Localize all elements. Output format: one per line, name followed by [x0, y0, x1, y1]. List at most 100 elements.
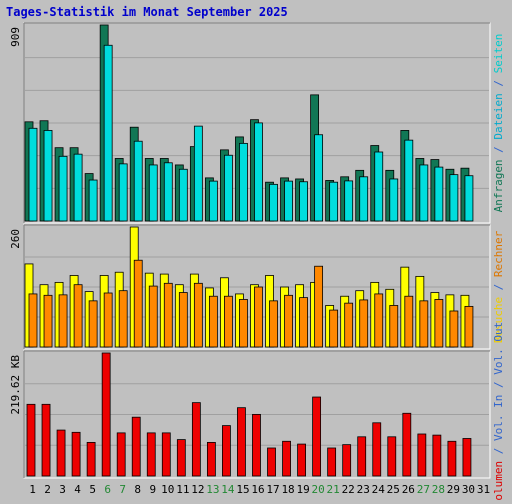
legend-part: / — [492, 277, 505, 297]
x-tick-label: 26 — [402, 483, 415, 496]
bar-rechner-day-19 — [299, 297, 308, 348]
bar-dateien-day-26 — [404, 139, 414, 222]
x-tick-label: 20 — [312, 483, 325, 496]
legend-part: Besuche — [492, 297, 505, 343]
bar-rechner-day-23 — [359, 299, 369, 348]
x-tick-label: 28 — [432, 483, 445, 496]
bar-dateien-day-24 — [374, 151, 384, 222]
x-tick-label: 2 — [44, 483, 51, 496]
bar-rechner-day-13 — [208, 295, 218, 348]
x-tick-label: 30 — [462, 483, 475, 496]
chart-title: Tages-Statistik im Monat September 2025 — [6, 5, 288, 19]
bar-rechner-day-4 — [73, 284, 83, 348]
bar-dateien-day-7 — [118, 163, 128, 222]
bar-rechner-day-27 — [419, 300, 429, 348]
bar-dateien-day-27 — [419, 164, 429, 222]
bar-volumen-day-17 — [267, 447, 276, 477]
bar-dateien-day-23 — [359, 176, 369, 222]
bar-rechner-day-12 — [193, 282, 203, 348]
x-tick-label: 4 — [74, 483, 81, 496]
bar-rechner-day-18 — [284, 294, 293, 348]
panels-layer: 909 Anfragen / Dateien / Seiten 260 Besuche… — [9, 22, 505, 504]
bar-dateien-day-14 — [224, 154, 233, 222]
x-tick-label: 12 — [191, 483, 204, 496]
bar-rechner-day-7 — [118, 290, 128, 348]
bar-volumen-day-7 — [116, 432, 126, 477]
bar-volumen-day-19 — [297, 443, 306, 477]
x-tick-label: 1 — [29, 483, 36, 496]
bar-rechner-day-8 — [133, 259, 143, 348]
bar-rechner-day-25 — [389, 305, 399, 348]
bar-rechner-day-2 — [43, 294, 53, 348]
panel-max-label: 909 — [9, 27, 22, 47]
bar-volumen-day-6 — [101, 352, 111, 477]
x-tick-label: 18 — [281, 483, 294, 496]
legend-part: Vol. Out — [492, 322, 505, 375]
x-tick-label: 5 — [89, 483, 96, 496]
x-tick-label: 9 — [149, 483, 156, 496]
bar-rechner-day-21 — [329, 309, 339, 348]
bar-dateien-day-6 — [103, 44, 113, 222]
bar-rechner-day-28 — [434, 299, 444, 348]
bar-rechner-day-29 — [449, 310, 459, 348]
bar-dateien-day-16 — [254, 122, 263, 222]
bar-dateien-day-8 — [133, 140, 143, 222]
bar-volumen-day-2 — [41, 403, 51, 477]
bar-volumen-day-24 — [372, 422, 382, 477]
legend-part: / — [492, 375, 505, 395]
x-tick-label: 14 — [221, 483, 235, 496]
bar-volumen-day-26 — [402, 412, 412, 477]
bar-dateien-day-3 — [58, 155, 68, 222]
x-tick-label: 19 — [296, 483, 309, 496]
x-tick-label: 16 — [251, 483, 264, 496]
legend-part: Rechner — [492, 230, 505, 277]
bar-dateien-day-11 — [178, 168, 188, 222]
bar-dateien-day-5 — [88, 179, 98, 222]
panel-requests-pages: 909 Anfragen / Dateien / Seiten — [9, 22, 505, 224]
bar-volumen-day-8 — [131, 416, 141, 477]
x-axis: 1 2 3 4 5 6 7 8 9 10 11 12 13 14 15 16 17 18 19 20 21 22 23 24 2… — [29, 483, 490, 496]
bar-dateien-day-22 — [344, 180, 354, 222]
bar-dateien-day-30 — [464, 175, 474, 222]
bar-volumen-day-20 — [312, 396, 322, 477]
bar-dateien-day-29 — [449, 174, 459, 222]
x-tick-label: 23 — [357, 483, 370, 496]
bar-rechner-day-17 — [269, 300, 278, 348]
x-tick-label: 21 — [327, 483, 340, 496]
x-tick-label: 22 — [342, 483, 355, 496]
bar-rechner-day-16 — [254, 286, 263, 348]
bar-volumen-day-13 — [206, 441, 216, 477]
legend-part: Seiten — [492, 34, 505, 74]
bar-volumen-day-4 — [71, 431, 81, 477]
panel-max-label: 219.62 KB — [9, 355, 22, 415]
bar-volumen-day-12 — [191, 402, 201, 477]
bar-volumen-day-10 — [161, 432, 171, 477]
bar-rechner-day-14 — [224, 295, 233, 348]
legend-part: Dateien — [492, 93, 505, 139]
bar-volumen-day-14 — [222, 425, 231, 477]
x-tick-label: 31 — [477, 483, 490, 496]
bar-rechner-day-24 — [374, 293, 384, 348]
legend-part: / — [492, 73, 505, 93]
bar-volumen-day-11 — [176, 439, 186, 477]
panel-max-label: 260 — [9, 229, 22, 249]
bar-dateien-day-1 — [28, 127, 38, 222]
bar-volumen-day-30 — [462, 438, 472, 477]
bar-rechner-day-15 — [239, 299, 248, 348]
x-tick-label: 13 — [206, 483, 219, 496]
bar-rechner-day-3 — [58, 294, 68, 348]
bar-rechner-day-1 — [28, 293, 38, 348]
bar-rechner-day-11 — [178, 292, 188, 348]
bar-dateien-day-15 — [239, 142, 248, 222]
bar-rechner-day-30 — [464, 305, 474, 348]
bar-dateien-day-28 — [434, 166, 444, 222]
bar-volumen-day-27 — [417, 433, 427, 477]
bar-volumen-day-29 — [447, 440, 457, 477]
panel-legend-label: Volumen / Vol. In / Vol. Out — [492, 322, 505, 500]
x-tick-label: 17 — [266, 483, 279, 496]
panel-volume: 219.62 KB Volumen / Vol. In / Vol. Out — [9, 322, 505, 504]
x-tick-label: 25 — [387, 483, 400, 496]
bar-volumen-day-23 — [357, 436, 367, 477]
